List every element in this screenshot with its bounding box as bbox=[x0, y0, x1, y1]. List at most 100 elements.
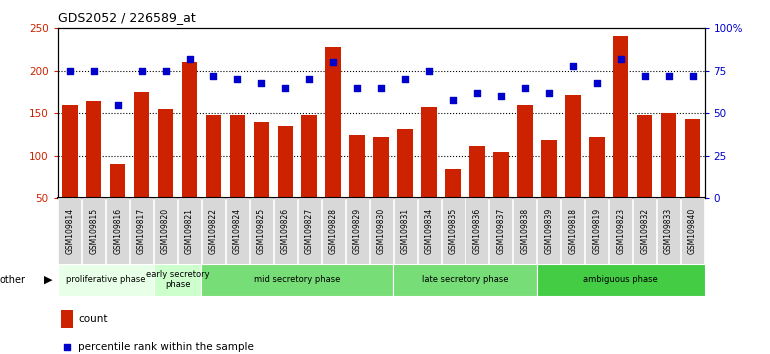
Point bbox=[255, 80, 267, 86]
Bar bbox=[661, 113, 676, 198]
Text: percentile rank within the sample: percentile rank within the sample bbox=[79, 342, 254, 352]
Bar bbox=[585, 198, 608, 264]
Text: GSM109831: GSM109831 bbox=[400, 208, 410, 254]
Point bbox=[136, 68, 148, 74]
Bar bbox=[466, 198, 488, 264]
Bar bbox=[274, 198, 296, 264]
Bar bbox=[134, 92, 149, 198]
Bar bbox=[154, 198, 177, 264]
Text: GSM109829: GSM109829 bbox=[353, 208, 362, 254]
Text: GSM109840: GSM109840 bbox=[688, 208, 697, 254]
Point bbox=[614, 56, 627, 62]
Bar bbox=[182, 62, 197, 198]
Point bbox=[423, 68, 435, 74]
Bar bbox=[153, 264, 202, 296]
Bar bbox=[565, 95, 581, 198]
Bar bbox=[681, 198, 704, 264]
Bar bbox=[514, 198, 537, 264]
Text: other: other bbox=[0, 275, 26, 285]
Bar bbox=[130, 198, 153, 264]
Text: mid secretory phase: mid secretory phase bbox=[254, 275, 340, 284]
Text: ▶: ▶ bbox=[44, 275, 52, 285]
Bar bbox=[250, 198, 273, 264]
Bar bbox=[82, 198, 105, 264]
Text: GSM109828: GSM109828 bbox=[329, 208, 338, 254]
Text: GSM109826: GSM109826 bbox=[281, 208, 290, 254]
Text: GSM109827: GSM109827 bbox=[305, 208, 314, 254]
Point bbox=[399, 76, 411, 82]
Point bbox=[88, 68, 100, 74]
Bar bbox=[322, 198, 345, 264]
Text: GSM109839: GSM109839 bbox=[544, 208, 554, 254]
Bar bbox=[613, 36, 628, 198]
Text: GSM109825: GSM109825 bbox=[257, 208, 266, 254]
Point bbox=[64, 68, 76, 74]
Bar bbox=[493, 152, 509, 198]
Point bbox=[662, 73, 675, 79]
Point bbox=[591, 80, 603, 86]
Bar bbox=[561, 198, 584, 264]
Text: GSM109832: GSM109832 bbox=[640, 208, 649, 254]
Bar bbox=[633, 198, 656, 264]
Text: GSM109833: GSM109833 bbox=[664, 208, 673, 254]
Bar bbox=[106, 198, 129, 264]
Bar bbox=[253, 122, 270, 198]
Bar bbox=[202, 198, 225, 264]
Bar bbox=[277, 126, 293, 198]
Bar bbox=[110, 164, 126, 198]
Point bbox=[112, 102, 124, 108]
Bar bbox=[326, 47, 341, 198]
Bar bbox=[609, 198, 632, 264]
Text: proliferative phase: proliferative phase bbox=[66, 275, 146, 284]
Text: GSM109815: GSM109815 bbox=[89, 208, 99, 254]
Text: GSM109821: GSM109821 bbox=[185, 208, 194, 254]
Text: GSM109830: GSM109830 bbox=[377, 208, 386, 254]
Bar bbox=[397, 130, 413, 198]
Bar bbox=[517, 105, 533, 198]
Bar bbox=[469, 145, 485, 198]
Bar bbox=[373, 137, 389, 198]
Bar bbox=[637, 115, 652, 198]
Point bbox=[231, 76, 243, 82]
Text: GSM109834: GSM109834 bbox=[424, 208, 434, 254]
Point bbox=[686, 73, 698, 79]
Bar bbox=[537, 198, 561, 264]
Point bbox=[567, 63, 579, 69]
Bar bbox=[346, 198, 369, 264]
Bar bbox=[421, 107, 437, 198]
Text: early secretory
phase: early secretory phase bbox=[146, 270, 209, 289]
Text: GSM109820: GSM109820 bbox=[161, 208, 170, 254]
Bar bbox=[393, 198, 417, 264]
Point bbox=[519, 85, 531, 91]
Bar bbox=[490, 198, 512, 264]
Text: GSM109835: GSM109835 bbox=[448, 208, 457, 254]
Text: GSM109824: GSM109824 bbox=[233, 208, 242, 254]
Text: GSM109838: GSM109838 bbox=[521, 208, 530, 254]
Point bbox=[638, 73, 651, 79]
Bar bbox=[445, 169, 460, 198]
Text: GSM109818: GSM109818 bbox=[568, 208, 578, 254]
Point bbox=[351, 85, 363, 91]
Point bbox=[495, 93, 507, 99]
Point bbox=[470, 90, 483, 96]
Text: GSM109836: GSM109836 bbox=[473, 208, 481, 254]
Bar bbox=[178, 198, 201, 264]
Bar bbox=[206, 115, 221, 198]
Bar bbox=[226, 198, 249, 264]
Bar bbox=[589, 137, 604, 198]
Point bbox=[327, 59, 340, 65]
Bar bbox=[58, 264, 153, 296]
Point bbox=[303, 76, 316, 82]
Bar bbox=[62, 105, 78, 198]
Text: count: count bbox=[79, 314, 108, 324]
Point bbox=[183, 56, 196, 62]
Bar bbox=[393, 264, 537, 296]
Text: GSM109816: GSM109816 bbox=[113, 208, 122, 254]
Text: GSM109817: GSM109817 bbox=[137, 208, 146, 254]
Text: ambiguous phase: ambiguous phase bbox=[584, 275, 658, 284]
Bar bbox=[302, 115, 317, 198]
Text: GSM109822: GSM109822 bbox=[209, 208, 218, 254]
Point bbox=[543, 90, 555, 96]
Point bbox=[375, 85, 387, 91]
Text: GSM109823: GSM109823 bbox=[616, 208, 625, 254]
